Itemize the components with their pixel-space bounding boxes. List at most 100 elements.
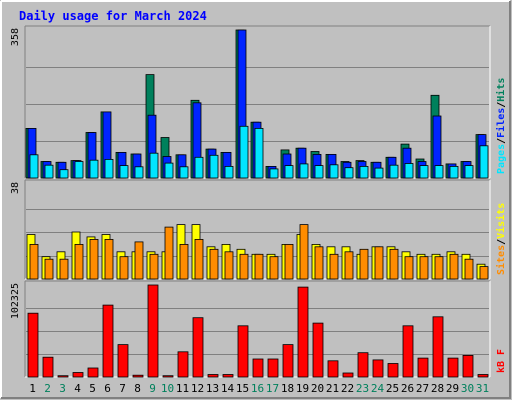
bar-sites-day-5 xyxy=(89,238,99,280)
bar-pages-day-6 xyxy=(104,158,114,179)
bar-kb-f-day-29 xyxy=(447,357,459,378)
legend-kbytes: kB F xyxy=(496,349,507,373)
bar-kb-f-day-17 xyxy=(267,358,279,378)
bar-sites-day-12 xyxy=(194,238,204,280)
bar-sites-day-21 xyxy=(329,253,339,280)
chart-panels: 358Pages/Files/Hits38Sites/Visits102325k… xyxy=(10,25,507,378)
bar-sites-day-14 xyxy=(224,251,234,280)
x-tick-label-day-12: 12 xyxy=(191,382,204,395)
bar-kb-f-day-1 xyxy=(27,312,39,378)
bar-pages-day-10 xyxy=(164,162,174,179)
x-tick-label-day-16: 16 xyxy=(251,382,264,395)
bar-pages-day-13 xyxy=(209,154,219,179)
bar-kb-f-day-26 xyxy=(402,325,414,378)
x-tick-label-day-22: 22 xyxy=(341,382,354,395)
bar-sites-day-24 xyxy=(374,246,384,280)
bar-sites-day-29 xyxy=(449,253,459,280)
bar-pages-day-23 xyxy=(359,165,369,179)
bar-sites-day-3 xyxy=(59,258,69,280)
bar-pages-day-31 xyxy=(479,145,489,179)
bar-sites-day-10 xyxy=(164,226,174,280)
x-tick-label-day-28: 28 xyxy=(431,382,444,395)
x-tick-label-day-24: 24 xyxy=(371,382,385,395)
x-tick-label-day-8: 8 xyxy=(134,382,141,395)
x-tick-label-day-7: 7 xyxy=(119,382,126,395)
bar-sites-day-27 xyxy=(419,256,429,280)
legend-hits-files-pages: Pages/Files/Hits xyxy=(495,78,507,174)
bar-pages-day-22 xyxy=(344,167,354,179)
bar-kb-f-day-22 xyxy=(342,372,354,378)
panel-kbytes: 102325 kB F xyxy=(10,280,507,378)
legend-separator: / xyxy=(496,138,507,144)
bar-sites-day-19 xyxy=(299,224,309,280)
bar-kb-f-day-13 xyxy=(207,374,219,378)
x-tick-label-day-14: 14 xyxy=(221,382,235,395)
bar-kb-f-day-12 xyxy=(192,317,204,378)
bar-kb-f-day-20 xyxy=(312,322,324,378)
bar-sites-day-22 xyxy=(344,251,354,280)
x-tick-label-day-13: 13 xyxy=(206,382,219,395)
bar-pages-day-11 xyxy=(179,166,189,179)
bar-kb-f-day-28 xyxy=(432,316,444,378)
x-tick-label-day-31: 31 xyxy=(476,382,489,395)
bar-kb-f-day-31 xyxy=(477,374,489,378)
bar-kb-f-day-24 xyxy=(372,359,384,378)
bar-kb-f-day-3 xyxy=(57,375,69,378)
bar-kb-f-day-14 xyxy=(222,374,234,378)
bar-pages-day-19 xyxy=(299,163,309,179)
bar-pages-day-15 xyxy=(239,125,249,179)
bar-kb-f-day-27 xyxy=(417,357,429,378)
bar-sites-day-23 xyxy=(359,248,369,280)
bar-sites-day-18 xyxy=(284,243,294,280)
x-tick-label-day-25: 25 xyxy=(386,382,399,395)
bar-sites-day-6 xyxy=(104,238,114,280)
legend-entry-hits: Hits xyxy=(495,78,507,102)
bar-kb-f-day-30 xyxy=(462,354,474,378)
bar-pages-day-4 xyxy=(74,161,84,179)
bar-kb-f-day-25 xyxy=(387,363,399,378)
legend-entry-files: Files xyxy=(495,108,507,138)
x-tick-label-day-11: 11 xyxy=(176,382,189,395)
bar-pages-day-8 xyxy=(134,166,144,179)
bar-pages-day-7 xyxy=(119,165,129,179)
bar-pages-day-16 xyxy=(254,127,264,179)
bar-pages-day-14 xyxy=(224,165,234,179)
x-tick-label-day-29: 29 xyxy=(446,382,459,395)
bar-kb-f-day-6 xyxy=(102,304,114,378)
bar-pages-day-26 xyxy=(404,163,414,179)
legend-entry-visits: Visits xyxy=(495,203,507,239)
legend-entry-pages: Pages xyxy=(496,144,507,174)
bar-pages-day-18 xyxy=(284,165,294,179)
x-tick-label-day-9: 9 xyxy=(149,382,156,395)
x-tick-label-day-4: 4 xyxy=(74,382,81,395)
bar-pages-day-9 xyxy=(149,152,159,179)
bar-sites-day-11 xyxy=(179,243,189,280)
bar-kb-f-day-16 xyxy=(252,358,264,378)
bar-kb-f-day-5 xyxy=(87,367,99,378)
bar-kb-f-day-21 xyxy=(327,360,339,378)
bar-sites-day-31 xyxy=(479,266,489,280)
bar-kb-f-day-11 xyxy=(177,351,189,378)
bar-sites-day-26 xyxy=(404,256,414,280)
bar-kb-f-day-7 xyxy=(117,344,129,378)
bar-sites-day-17 xyxy=(269,256,279,280)
y-max-label: 38 xyxy=(10,182,21,194)
y-max-label: 358 xyxy=(10,28,21,46)
bar-sites-day-20 xyxy=(314,246,324,280)
bar-pages-day-5 xyxy=(89,159,99,179)
x-tick-label-day-10: 10 xyxy=(161,382,174,395)
bar-sites-day-30 xyxy=(464,258,474,280)
bar-pages-day-20 xyxy=(314,165,324,179)
bar-kb-f-day-4 xyxy=(72,372,84,378)
x-tick-label-day-26: 26 xyxy=(401,382,414,395)
bar-kb-f-day-9 xyxy=(147,284,159,378)
bar-pages-day-29 xyxy=(449,165,459,179)
x-tick-label-day-18: 18 xyxy=(281,382,294,395)
legend-separator: / xyxy=(496,102,507,108)
bar-pages-day-17 xyxy=(269,168,279,179)
x-tick-label-day-15: 15 xyxy=(236,382,249,395)
bar-sites-day-1 xyxy=(29,243,39,280)
bar-kb-f-day-18 xyxy=(282,344,294,378)
